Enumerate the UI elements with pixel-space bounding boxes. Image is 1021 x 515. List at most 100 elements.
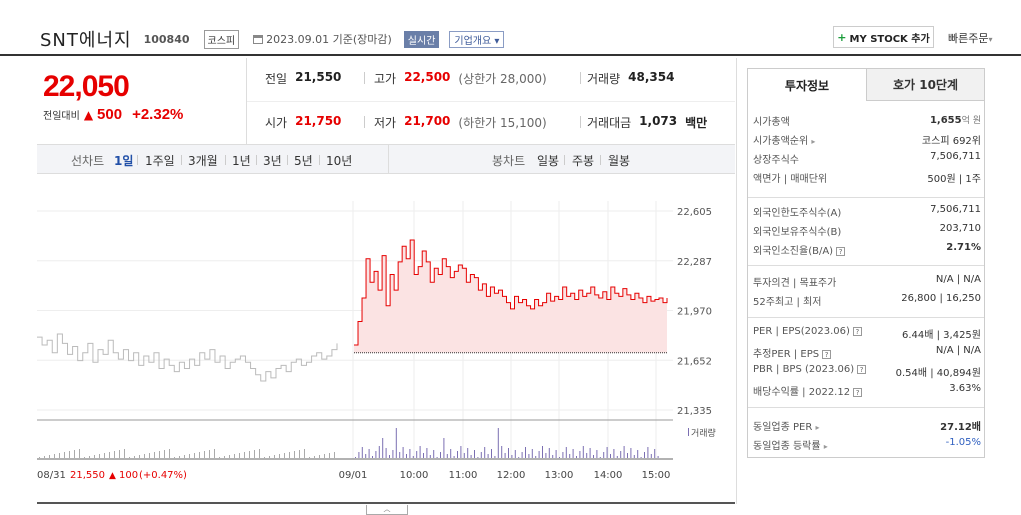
- shares-row: 상장주식수 7,506,711: [753, 151, 981, 166]
- chart-svg: 22,605 22,287 21,970 21,652 21,335 거래량 09/01 10…: [37, 201, 716, 481]
- volume-bar: [579, 451, 581, 458]
- face-label: 액면가 | 매매단위: [753, 174, 828, 185]
- prev-day-price: 21,550: [70, 470, 105, 481]
- volume-bar: [368, 449, 370, 458]
- period-1w[interactable]: 1주일: [145, 154, 175, 168]
- help-icon[interactable]: ?: [836, 246, 846, 256]
- line-chart-label: 선차트: [71, 154, 105, 168]
- volume-bar: [154, 452, 155, 458]
- candle-monthly[interactable]: 월봉: [608, 154, 631, 168]
- period-3y[interactable]: 3년: [263, 154, 282, 168]
- volume-bar: [596, 450, 598, 458]
- chevron-down-icon: ▾: [494, 35, 500, 47]
- est-per-row: 추정PER | EPS? N/A | N/A: [753, 345, 981, 360]
- foreign-rate-value: 2.71%: [946, 242, 981, 253]
- help-icon[interactable]: ?: [853, 387, 863, 397]
- volume-bar: [647, 447, 649, 458]
- volume-bar: [603, 452, 605, 458]
- volume-bar: [511, 455, 513, 458]
- high-label: 고가: [374, 72, 397, 86]
- volume-bar: [630, 448, 632, 458]
- candle-weekly[interactable]: 주봉: [572, 154, 595, 168]
- divider: [181, 155, 182, 165]
- volume-bar: [234, 454, 235, 458]
- period-3m[interactable]: 3개월: [188, 154, 218, 168]
- volume-bar: [44, 456, 45, 458]
- divider: [256, 155, 257, 165]
- tab-orderbook-10[interactable]: 호가 10단계: [866, 69, 984, 101]
- chevron-right-icon: ▸: [815, 423, 820, 432]
- volume-bar: [104, 453, 105, 458]
- quick-order-button[interactable]: 빠른주문▾: [948, 30, 993, 46]
- week52-row: 52주최고 | 최저 26,800 | 16,250: [753, 293, 981, 308]
- volume-bar: [204, 451, 205, 458]
- y-tick-label: 22,287: [677, 257, 712, 268]
- stock-code: 100840: [143, 32, 190, 46]
- company-overview-label: 기업개요: [454, 35, 492, 47]
- mystock-label: MY STOCK 추가: [849, 33, 930, 45]
- volume-bar: [419, 446, 421, 458]
- stock-title-group: SNT에너지 100840 코스피 2023.09.01 기준(장마감) 실시간…: [40, 26, 505, 52]
- volume-label: 거래량: [587, 72, 621, 86]
- volume-bar: [79, 449, 80, 458]
- period-5y[interactable]: 5년: [294, 154, 313, 168]
- volume-bar: [149, 453, 150, 458]
- volume-bar: [239, 453, 240, 458]
- prev-close: 전일 21,550: [265, 70, 341, 87]
- volume-bar: [467, 448, 469, 458]
- foreign-limit-value: 7,506,711: [930, 204, 981, 215]
- foreign-hold-row: 외국인보유주식수(B) 203,710: [753, 223, 981, 238]
- y-tick-label: 22,605: [677, 207, 712, 218]
- help-icon[interactable]: ?: [852, 326, 862, 336]
- help-icon[interactable]: ?: [822, 349, 832, 359]
- prev-day-date: 08/31: [37, 470, 66, 481]
- up-triangle-icon: ▲: [83, 107, 94, 122]
- prev-close-label: 전일: [265, 72, 288, 86]
- realtime-button[interactable]: 실시간: [403, 30, 440, 48]
- volume-bar: [89, 456, 90, 458]
- volume-bar: [269, 456, 270, 458]
- ind-rate-label-group: 동일업종 등락률 ▸: [753, 437, 828, 452]
- volume-bar: [429, 455, 431, 458]
- company-overview-button[interactable]: 기업개요 ▾: [449, 30, 505, 48]
- industry-per-row[interactable]: 동일업종 PER ▸ 27.12배: [753, 418, 981, 433]
- volume-bar: [572, 449, 574, 458]
- expand-chart-button[interactable]: ︿: [366, 505, 408, 515]
- volume-bar: [144, 454, 145, 458]
- volume-bar: [610, 454, 611, 458]
- period-1y[interactable]: 1년: [232, 154, 251, 168]
- chevron-down-icon: ▾: [988, 35, 993, 44]
- market-cap-rank-row[interactable]: 시가총액순위 ▸ 코스피 692위: [753, 132, 981, 147]
- candle-daily[interactable]: 일봉: [537, 154, 560, 168]
- help-icon[interactable]: ?: [857, 364, 867, 374]
- per-row: PER | EPS(2023.06)? 6.44배 | 3,425원: [753, 326, 981, 341]
- price-chart[interactable]: 22,605 22,287 21,970 21,652 21,335 거래량 09/01 10…: [37, 174, 735, 504]
- per-value: 6.44배 | 3,425원: [901, 330, 981, 341]
- y-tick-label: 21,335: [677, 406, 712, 417]
- market-cap-label: 시가총액: [753, 117, 790, 128]
- low-label: 저가: [374, 116, 397, 130]
- info-section-basic: 시가총액 1,655억 원 시가총액순위 ▸ 코스피 692위 상장주식수 7,…: [748, 105, 984, 195]
- volume-bar: [484, 447, 486, 458]
- industry-rate-row[interactable]: 동일업종 등락률 ▸ -1.05%: [753, 437, 981, 452]
- volume-bar: [59, 453, 60, 458]
- info-section-valuation: PER | EPS(2023.06)? 6.44배 | 3,425원 추정PER…: [748, 317, 984, 403]
- price-summary: 22,050 전일대비 ▲ 500 +2.32%: [37, 58, 247, 144]
- period-10y[interactable]: 10년: [326, 154, 353, 168]
- info-section-foreign: 외국인한도주식수(A) 7,506,711 외국인보유주식수(B) 203,71…: [748, 197, 984, 259]
- volume-bar: [637, 450, 639, 458]
- ind-per-label-group: 동일업종 PER ▸: [753, 418, 819, 433]
- tab-investment-info[interactable]: 투자정보: [748, 69, 866, 101]
- volume-bar: [378, 446, 380, 458]
- mystock-add-button[interactable]: + MY STOCK 추가: [833, 26, 934, 48]
- divider: [580, 116, 581, 128]
- volume-bar: [324, 454, 325, 458]
- upper-limit: (상한가 28,000): [458, 72, 547, 86]
- volume-bar: [616, 456, 618, 458]
- period-1d[interactable]: 1일: [114, 154, 134, 168]
- divider: [364, 116, 365, 128]
- current-price: 22,050: [43, 70, 130, 103]
- foreign-rate-label-group: 외국인소진율(B/A)?: [753, 242, 846, 257]
- divider: [287, 155, 288, 165]
- volume-bar: [314, 456, 315, 458]
